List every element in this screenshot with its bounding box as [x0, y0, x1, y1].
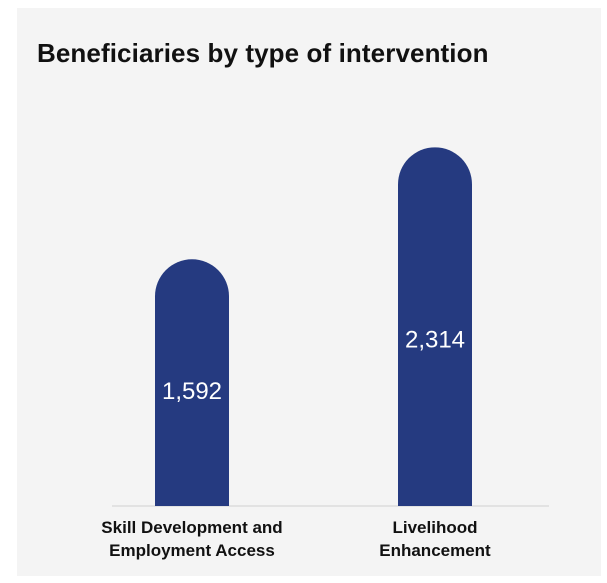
bar [155, 259, 229, 506]
bar-chart-plot: 1,592 2,314 [112, 147, 549, 507]
bar-value-label: 1,592 [162, 378, 222, 405]
category-label: Skill Development and Employment Access [101, 518, 283, 560]
chart-card: Beneficiaries by type of intervention 1,… [17, 8, 601, 576]
chart-title: Beneficiaries by type of intervention [37, 38, 489, 68]
bar [398, 147, 472, 506]
bar-value-label: 2,314 [405, 326, 465, 353]
category-label: Livelihood Enhancement [379, 518, 491, 560]
